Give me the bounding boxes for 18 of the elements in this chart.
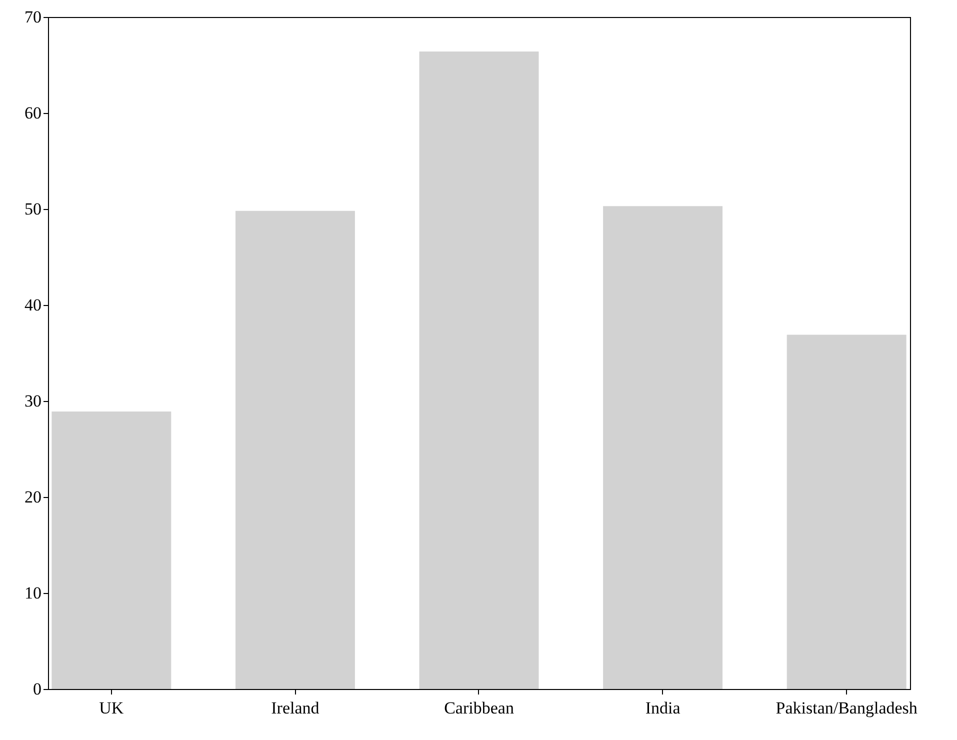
y-tick-label: 70 <box>24 8 42 26</box>
y-tick-label: 50 <box>24 200 42 218</box>
x-tick-label: Ireland <box>271 698 320 718</box>
y-tick-label: 0 <box>33 680 42 698</box>
y-tick-label: 30 <box>24 392 42 410</box>
bar <box>786 334 906 689</box>
y-tick-label: 60 <box>24 104 42 122</box>
x-tick-label: UK <box>99 698 124 718</box>
bar <box>419 52 539 689</box>
x-tick-label: Caribbean <box>444 698 514 718</box>
y-tick-label: 10 <box>24 584 42 602</box>
y-tick-label: 40 <box>24 296 42 314</box>
x-tick-label: Pakistan/Bangladesh <box>776 698 918 718</box>
y-tick-label: 20 <box>24 488 42 506</box>
bar <box>235 210 355 689</box>
bar <box>603 206 723 689</box>
x-tick-label: India <box>645 698 681 718</box>
bar <box>52 412 172 689</box>
